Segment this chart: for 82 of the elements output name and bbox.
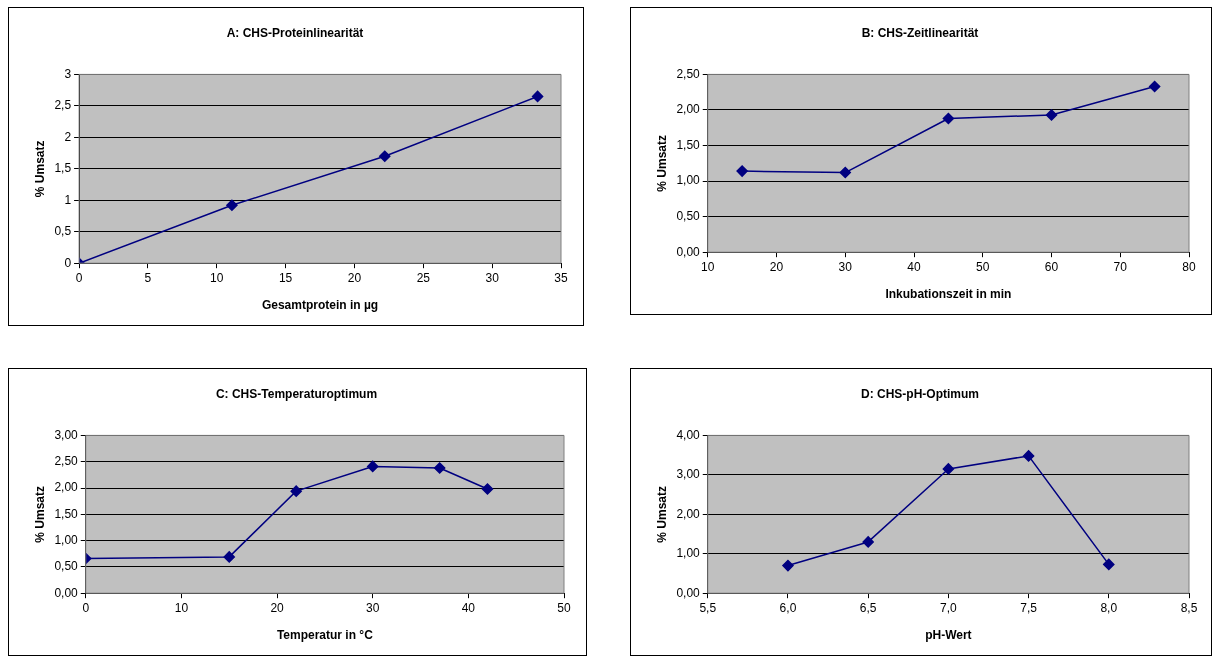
point: [481, 483, 494, 495]
y-tick-label: 1,00: [676, 546, 701, 561]
point: [782, 559, 794, 572]
chart-title: C: CHS-Temperaturoptimum: [215, 386, 378, 401]
chart-title: A: CHS-Proteinlinearität: [226, 25, 364, 40]
point: [290, 485, 302, 497]
x-tick-label: 80: [1182, 259, 1196, 274]
y-tick-label: 2,50: [54, 454, 79, 469]
point: [839, 166, 851, 179]
x-axis-title: Temperatur in °C: [276, 628, 374, 643]
x-tick-label: 50: [976, 259, 990, 274]
x-tick-label: 10: [210, 270, 224, 285]
y-tick-label: 0,50: [54, 559, 79, 574]
y-tick-label: 3,00: [676, 467, 701, 482]
x-tick-label: 50: [557, 600, 571, 615]
x-tick-label: 20: [270, 600, 285, 615]
x-tick-label: 5: [144, 270, 152, 285]
y-tick-label: 4,00: [676, 427, 701, 442]
x-tick-label: 10: [701, 259, 715, 274]
y-tick-label: 2: [64, 129, 72, 144]
point: [223, 551, 235, 563]
y-tick-label: 0,50: [676, 208, 701, 223]
x-axis-title: pH-Wert: [925, 628, 972, 643]
y-tick-label: 2,50: [676, 66, 701, 81]
y-tick-label: 1: [64, 192, 72, 207]
point: [942, 112, 955, 125]
x-tick-label: 8,5: [1180, 600, 1198, 615]
x-tick-label: 30: [366, 600, 380, 615]
point: [366, 460, 379, 473]
y-tick-label: 0,00: [676, 585, 701, 600]
x-tick-label: 0: [82, 600, 90, 615]
x-tick-label: 5,5: [699, 600, 717, 615]
x-axis-title: Inkubationszeit in min: [885, 287, 1012, 302]
y-tick-label: 3,00: [54, 427, 79, 442]
x-tick-label: 20: [769, 259, 784, 274]
y-tick-label: 1,50: [676, 137, 701, 152]
y-tick-label: 0,5: [54, 224, 72, 239]
chart-title: D: CHS-pH-Optimum: [861, 386, 979, 401]
y-tick-label: 0,00: [54, 585, 79, 600]
y-axis-title: % Umsatz: [654, 485, 669, 543]
point: [531, 90, 544, 103]
x-tick-label: 35: [554, 270, 568, 285]
point: [862, 536, 874, 548]
x-tick-label: 40: [461, 600, 476, 615]
y-axis-title: % Umsatz: [32, 485, 47, 543]
point: [736, 165, 748, 177]
x-tick-label: 6,0: [779, 600, 797, 615]
y-tick-label: 2,00: [676, 506, 701, 521]
point: [1103, 558, 1115, 571]
y-tick-label: 2,00: [54, 480, 79, 495]
x-tick-label: 7,0: [940, 600, 958, 615]
y-axis-title: % Umsatz: [654, 134, 669, 192]
x-tick-label: 6,5: [859, 600, 877, 615]
x-tick-label: 40: [907, 259, 921, 274]
x-tick-label: 10: [174, 600, 189, 615]
x-tick-label: 25: [416, 270, 431, 285]
point: [379, 150, 391, 162]
x-tick-label: 7,5: [1020, 600, 1038, 615]
y-tick-label: 1,00: [54, 532, 79, 547]
point: [1022, 450, 1035, 462]
point: [226, 199, 238, 212]
y-tick-label: 2,00: [676, 102, 701, 117]
x-axis-title: Gesamtprotein in µg: [261, 298, 379, 313]
x-tick-label: 30: [485, 270, 500, 285]
y-tick-label: 1,5: [54, 161, 72, 176]
y-tick-label: 1,50: [54, 506, 79, 521]
x-tick-label: 15: [278, 270, 293, 285]
y-tick-label: 3: [64, 66, 72, 81]
point: [1045, 109, 1058, 121]
y-tick-label: 1,00: [676, 173, 701, 188]
x-tick-label: 8,0: [1100, 600, 1118, 615]
x-tick-label: 30: [838, 259, 853, 274]
x-tick-label: 20: [347, 270, 362, 285]
point: [1148, 80, 1161, 93]
y-tick-label: 2,5: [54, 98, 72, 113]
y-tick-label: 0,00: [676, 244, 701, 259]
chart-title: B: CHS-Zeitlinearität: [861, 25, 979, 40]
point: [942, 463, 955, 475]
x-tick-label: 70: [1113, 259, 1128, 274]
point: [433, 462, 446, 474]
y-axis-title: % Umsatz: [32, 140, 47, 198]
x-tick-label: 60: [1044, 259, 1059, 274]
